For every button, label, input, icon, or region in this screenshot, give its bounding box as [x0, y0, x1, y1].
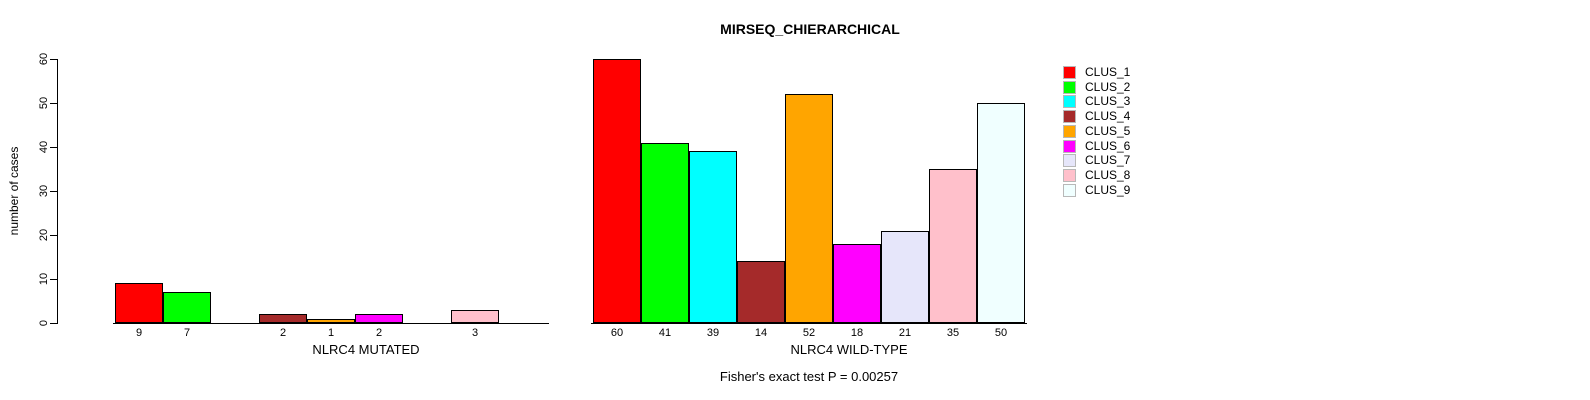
bar-value-label: 41 [658, 327, 672, 339]
chart-title: MIRSEQ_CHIERARCHICAL [720, 21, 900, 37]
bar-value-label: 2 [279, 327, 287, 339]
legend-swatch-icon [1063, 80, 1076, 94]
legend-label: CLUS_8 [1085, 167, 1131, 182]
bar-value-label: 35 [946, 327, 960, 339]
fisher-test-annotation: Fisher's exact test P = 0.00257 [719, 369, 899, 384]
bar-value-label: 1 [327, 327, 335, 339]
legend-label: CLUS_1 [1085, 65, 1131, 79]
x-axis-baseline [591, 323, 1027, 324]
legend-label: CLUS_4 [1085, 109, 1131, 124]
legend-swatch-icon [1063, 95, 1076, 109]
bar-clus_5 [307, 319, 355, 323]
legend-item-clus_5: CLUS_5 [1063, 123, 1131, 138]
y-tick-label: 0 [38, 319, 50, 327]
bar-clus_4 [259, 314, 307, 323]
bar-value-label: 60 [610, 327, 624, 339]
legend-item-clus_3: CLUS_3 [1063, 94, 1131, 109]
y-axis-title: number of cases [7, 146, 21, 236]
bar-value-label: 50 [994, 327, 1008, 339]
bar-clus_7 [881, 231, 929, 323]
legend-label: CLUS_7 [1085, 153, 1131, 168]
y-tick-mark [50, 147, 57, 148]
bar-clus_1 [115, 283, 163, 323]
group-x-label: NLRC4 WILD-TYPE [790, 342, 908, 357]
legend-swatch-icon [1063, 66, 1076, 79]
bar-value-label: 14 [754, 327, 768, 339]
legend-item-clus_2: CLUS_2 [1063, 79, 1131, 94]
bar-clus_4 [737, 261, 785, 323]
bar-value-label: 52 [802, 327, 816, 339]
bar-clus_9 [977, 103, 1025, 323]
legend-swatch-icon [1063, 183, 1076, 197]
x-axis-baseline [113, 323, 549, 324]
y-tick-mark [50, 59, 57, 60]
legend-swatch-icon [1063, 168, 1076, 182]
legend-item-clus_6: CLUS_6 [1063, 138, 1131, 153]
bar-value-label: 39 [706, 327, 720, 339]
legend-item-clus_1: CLUS_1 [1063, 66, 1130, 79]
bar-clus_6 [833, 244, 881, 323]
y-axis-line [57, 59, 58, 324]
bar-clus_2 [163, 292, 211, 323]
bar-value-label: 18 [850, 327, 864, 339]
y-tick-label: 20 [38, 228, 50, 242]
legend-label: CLUS_5 [1085, 123, 1131, 138]
legend-swatch-icon [1063, 139, 1076, 153]
bar-value-label: 9 [135, 327, 143, 339]
bar-clus_8 [929, 169, 977, 323]
y-tick-mark [50, 191, 57, 192]
y-tick-mark [50, 323, 57, 324]
y-tick-mark [50, 103, 57, 104]
legend-item-clus_9: CLUS_9 [1063, 182, 1131, 197]
bar-value-label: 7 [183, 327, 191, 339]
legend-label: CLUS_3 [1085, 94, 1131, 109]
bar-clus_6 [355, 314, 403, 323]
y-tick-label: 10 [38, 272, 50, 286]
legend-label: CLUS_2 [1085, 79, 1131, 94]
bar-clus_1 [593, 59, 641, 323]
y-tick-mark [50, 235, 57, 236]
legend-label: CLUS_9 [1085, 182, 1131, 197]
y-tick-label: 40 [38, 140, 50, 154]
bar-value-label: 2 [375, 327, 383, 339]
bar-clus_2 [641, 143, 689, 323]
y-tick-label: 30 [38, 184, 50, 198]
legend-item-clus_8: CLUS_8 [1063, 167, 1131, 182]
legend-swatch-icon [1063, 110, 1076, 124]
legend-item-clus_7: CLUS_7 [1063, 153, 1131, 168]
bar-clus_8 [451, 310, 499, 323]
y-tick-label: 60 [38, 52, 50, 66]
bar-clus_3 [689, 151, 737, 323]
bar-clus_5 [785, 94, 833, 323]
y-tick-mark [50, 279, 57, 280]
bar-value-label: 3 [471, 327, 479, 339]
group-x-label: NLRC4 MUTATED [312, 342, 420, 357]
legend-swatch-icon [1063, 154, 1076, 168]
y-tick-label: 50 [38, 96, 50, 110]
legend-swatch-icon [1063, 124, 1076, 138]
legend-label: CLUS_6 [1085, 138, 1131, 153]
bar-value-label: 21 [898, 327, 912, 339]
legend-item-clus_4: CLUS_4 [1063, 109, 1131, 124]
